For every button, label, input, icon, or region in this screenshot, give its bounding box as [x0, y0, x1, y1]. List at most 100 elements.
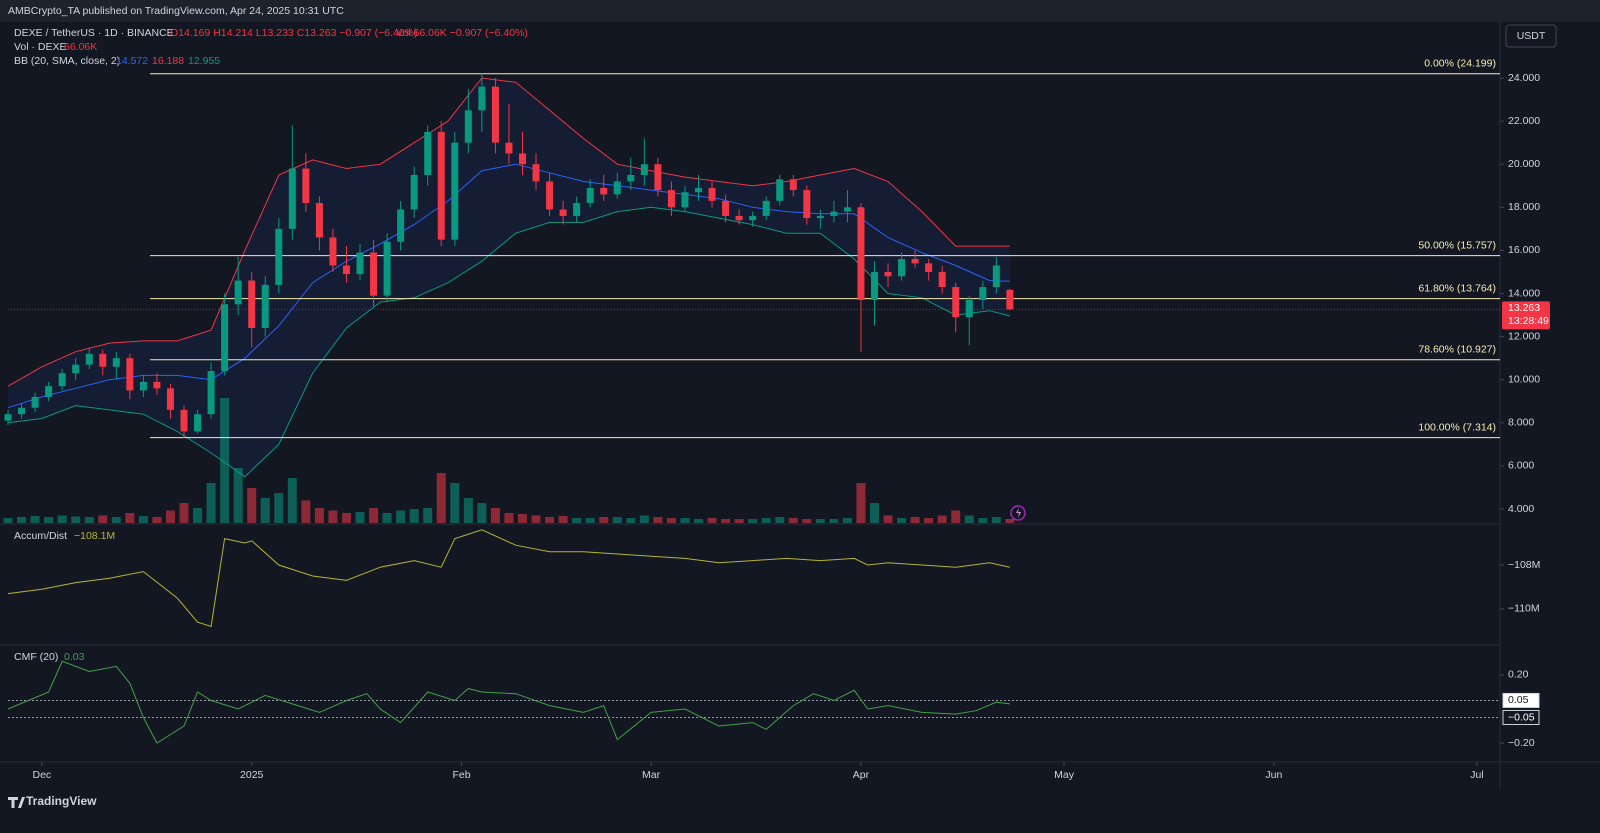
- volume-bar: [463, 498, 473, 523]
- volume-bar: [152, 517, 162, 523]
- candle-body: [302, 168, 310, 204]
- candle-body: [681, 192, 689, 208]
- level-box: [1502, 692, 1540, 708]
- candle-body: [478, 86, 486, 111]
- bb-value: 16.188: [152, 55, 184, 67]
- volume-bar: [734, 519, 744, 523]
- candle-body: [667, 190, 675, 208]
- volume-bar: [247, 488, 257, 523]
- x-tick-label: Jun: [1265, 769, 1282, 781]
- candle-body: [166, 388, 174, 410]
- y-tick-label: 12.000: [1508, 330, 1540, 342]
- volume-bar: [477, 503, 487, 523]
- volume-bar: [599, 517, 609, 523]
- candle-body: [857, 207, 865, 300]
- volume-bar: [179, 503, 189, 523]
- top-bar: [0, 0, 1600, 22]
- volume-bar: [775, 517, 785, 523]
- candle-body: [180, 409, 188, 432]
- alert-icon[interactable]: [1010, 505, 1026, 521]
- y-tick-label: −110M: [1508, 603, 1540, 615]
- fib-label: 50.00% (15.757): [1418, 239, 1496, 251]
- candle-body: [640, 164, 648, 175]
- volume-bar: [639, 515, 649, 523]
- candle-body: [99, 353, 107, 367]
- fib-label: 78.60% (10.927): [1418, 344, 1496, 356]
- volume-bar: [233, 468, 243, 523]
- candle-body: [559, 209, 567, 216]
- candle-body: [776, 179, 784, 201]
- candle-body: [261, 284, 269, 328]
- candle-body: [546, 181, 554, 210]
- candle-body: [31, 396, 39, 408]
- cmf-line: [7, 660, 1010, 744]
- candle-body: [911, 259, 919, 264]
- candle-body: [627, 174, 635, 182]
- candle-body: [383, 241, 391, 296]
- volume-bar: [748, 519, 758, 523]
- candle-body: [843, 207, 851, 212]
- volume-bar: [3, 518, 13, 523]
- candle-body: [870, 271, 878, 300]
- currency[interactable]: USDT: [1517, 30, 1546, 42]
- volume-bar: [220, 398, 230, 523]
- bb-value: 12.955: [188, 55, 220, 67]
- volume-bar: [856, 483, 866, 523]
- candle-body: [816, 215, 824, 219]
- volume-bar: [274, 493, 284, 523]
- x-tick-label: Dec: [33, 769, 52, 781]
- fib-label: 100.00% (7.314): [1418, 421, 1496, 433]
- volume-bar: [44, 517, 54, 523]
- volume-bar: [545, 517, 555, 523]
- candle-body: [694, 187, 702, 193]
- candle-body: [938, 271, 946, 288]
- candle-body: [613, 181, 621, 195]
- candle-body: [925, 263, 933, 272]
- candle-body: [952, 287, 960, 318]
- volume-bar: [842, 518, 852, 523]
- candle-body: [992, 265, 1000, 288]
- volume-bar: [206, 483, 216, 523]
- brand: TradingView: [26, 794, 97, 808]
- volume-bar: [341, 513, 351, 523]
- fib-label: 0.00% (24.199): [1424, 58, 1496, 70]
- bb-value: 14.572: [116, 55, 148, 67]
- candle-body: [518, 153, 526, 165]
- candle-body: [491, 86, 499, 143]
- volume-bar: [991, 517, 1001, 523]
- volume-bar: [951, 510, 961, 523]
- volume-bar: [693, 519, 703, 523]
- volume-bar: [869, 503, 879, 523]
- candle-body: [397, 209, 405, 242]
- bb-line: [7, 163, 1010, 409]
- bb-line: [7, 77, 1010, 387]
- y-tick-label: 24.000: [1508, 72, 1540, 84]
- y-tick-label: −0.20: [1508, 737, 1535, 749]
- vol-readout: Vol 66.06K −0.907 (−6.40%): [396, 27, 528, 39]
- y-tick-label: 22.000: [1508, 115, 1540, 127]
- y-tick-label: 6.000: [1508, 460, 1534, 472]
- volume-bar: [707, 518, 717, 523]
- volume-bar: [328, 510, 338, 523]
- volume-bar: [287, 478, 297, 523]
- volume-bar: [572, 518, 582, 523]
- candle-body: [586, 187, 594, 204]
- candle-body: [505, 142, 513, 154]
- x-tick-label: Mar: [642, 769, 661, 781]
- candle-body: [72, 364, 80, 374]
- currency-button[interactable]: [1505, 24, 1557, 48]
- volume-bar: [883, 515, 893, 523]
- y-tick-label: 16.000: [1508, 244, 1540, 256]
- candle-body: [85, 353, 93, 365]
- volume-bar: [71, 516, 81, 523]
- volume-bar: [193, 508, 203, 523]
- volume-bar: [612, 517, 622, 523]
- candle-body: [153, 381, 161, 389]
- candle-body: [58, 373, 66, 387]
- candle-body: [979, 287, 987, 300]
- volume-bar: [924, 518, 934, 523]
- volume-bar: [369, 508, 379, 523]
